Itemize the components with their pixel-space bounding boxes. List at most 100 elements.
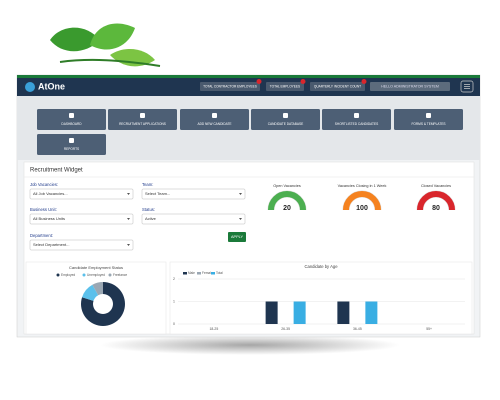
bar — [265, 301, 278, 324]
legend-swatch — [56, 273, 60, 277]
apply-button[interactable] — [228, 232, 246, 242]
gauge-value: 20 — [283, 205, 291, 212]
legend-label: Unemployed — [87, 273, 105, 277]
nav-icon — [140, 113, 145, 118]
stat-button[interactable] — [310, 82, 365, 91]
legend-swatch — [211, 272, 215, 275]
legend-swatch — [183, 272, 187, 275]
filter-value: Select Department... — [33, 242, 69, 247]
menu-button[interactable] — [460, 80, 474, 93]
stat-badge — [256, 79, 262, 84]
logo-icon — [25, 82, 35, 92]
x-tick-label: 18-25 — [210, 327, 219, 331]
gauge-title: Open Vacancies — [273, 184, 301, 188]
nav-icon — [283, 113, 288, 118]
shadow — [100, 335, 400, 355]
filter-label: Job Vacancies: — [30, 182, 58, 187]
gauge-arc — [268, 191, 306, 211]
filter-value: All Job Vacancies... — [33, 191, 68, 196]
filter-value: Active — [145, 216, 157, 221]
nav-label: RECRUITMENT APPLICATIONS — [119, 122, 166, 126]
filter-label: Status: — [142, 207, 155, 212]
nav-tile[interactable] — [108, 109, 177, 130]
legend-swatch — [108, 273, 112, 277]
filter-select[interactable] — [29, 213, 134, 225]
menu-icon — [464, 84, 470, 89]
legend-label: Total — [216, 271, 223, 275]
filter-value: Select Team... — [145, 191, 170, 196]
user-button[interactable] — [370, 82, 450, 91]
legend-label: Male — [188, 271, 195, 275]
nav-icon — [69, 113, 74, 118]
nav-tile[interactable] — [37, 109, 106, 130]
y-tick-label: 0 — [173, 322, 175, 326]
x-tick-label: 36-45 — [353, 327, 362, 331]
y-tick-label: 1 — [173, 299, 175, 303]
leaves-logo — [50, 23, 161, 67]
nav-icon — [212, 113, 217, 118]
filter-select[interactable] — [29, 188, 134, 200]
nav-label: ADD NEW CANDIDATE — [197, 122, 231, 126]
legend-swatch — [82, 273, 86, 277]
nav-icon — [69, 138, 74, 143]
filter-select[interactable] — [29, 239, 134, 251]
chart-title: Candidate by Age — [304, 264, 338, 269]
x-tick-label: 26-35 — [281, 327, 290, 331]
gauge-value: 80 — [432, 205, 440, 212]
stat-button[interactable] — [200, 82, 260, 91]
select-caret — [127, 218, 130, 220]
legend-label: Freelance — [113, 273, 127, 277]
gauge-arc — [343, 191, 381, 211]
select-caret — [127, 244, 130, 246]
bar — [365, 301, 378, 324]
bar — [293, 301, 306, 324]
gauge-value: 100 — [356, 205, 368, 212]
x-tick-label: 55+ — [426, 327, 432, 331]
filter-label: Team: — [142, 182, 153, 187]
select-caret — [239, 193, 242, 195]
y-tick-label: 2 — [173, 277, 175, 281]
filter-select[interactable] — [141, 213, 246, 225]
legend-swatch — [197, 272, 201, 275]
nav-icon — [354, 113, 359, 118]
nav-label: REPORTS — [64, 147, 79, 151]
nav-icon — [426, 113, 431, 118]
nav-label: FORMS & TEMPLATES — [411, 122, 445, 126]
nav-label: CANDIDATE DATABASE — [268, 122, 304, 126]
filter-label: Department: — [30, 233, 53, 238]
widget-title: Recruitment Widget — [30, 168, 83, 174]
filter-value: All Business Units — [33, 216, 65, 221]
gauge-title: Closed Vacancies — [421, 184, 451, 188]
nav-tile[interactable] — [37, 134, 106, 155]
stat-label: TOTAL EMPLOYEES — [270, 84, 300, 88]
select-caret — [127, 193, 130, 195]
nav-label: DASHBOARD — [61, 122, 82, 126]
select-caret — [239, 218, 242, 220]
gauge-title: Vacancies Closing in 1 Week — [338, 184, 387, 188]
stat-label: QUARTERLY INCIDENT COUNT — [314, 84, 361, 88]
nav-tile[interactable] — [251, 109, 320, 130]
legend-label: Female — [202, 271, 213, 275]
nav-tile[interactable] — [322, 109, 391, 130]
gauge-arc — [417, 191, 455, 211]
nav-label: SHORTLISTED CANDIDATES — [335, 122, 378, 126]
stat-button[interactable] — [266, 82, 304, 91]
bar-panel — [169, 261, 473, 335]
filter-label: Business Unit: — [30, 207, 57, 212]
chart-title: Candidate Employment Status — [69, 265, 123, 270]
screen-top — [17, 75, 480, 78]
bar — [337, 301, 350, 324]
filter-select[interactable] — [141, 188, 246, 200]
donut-slice — [82, 284, 99, 301]
stat-label: TOTAL CONTRACTOR EMPLOYEES — [203, 84, 257, 88]
donut-slice — [92, 282, 103, 296]
user-label: HELLO ADMINISTRATOR SYSTEM — [381, 84, 439, 88]
stat-badge — [361, 79, 367, 84]
donut-slice — [81, 282, 126, 326]
nav-tile[interactable] — [394, 109, 463, 130]
logo: AtOne — [38, 81, 65, 91]
nav-tile[interactable] — [180, 109, 249, 130]
stat-badge — [300, 79, 306, 84]
legend-label: Employed — [61, 273, 75, 277]
